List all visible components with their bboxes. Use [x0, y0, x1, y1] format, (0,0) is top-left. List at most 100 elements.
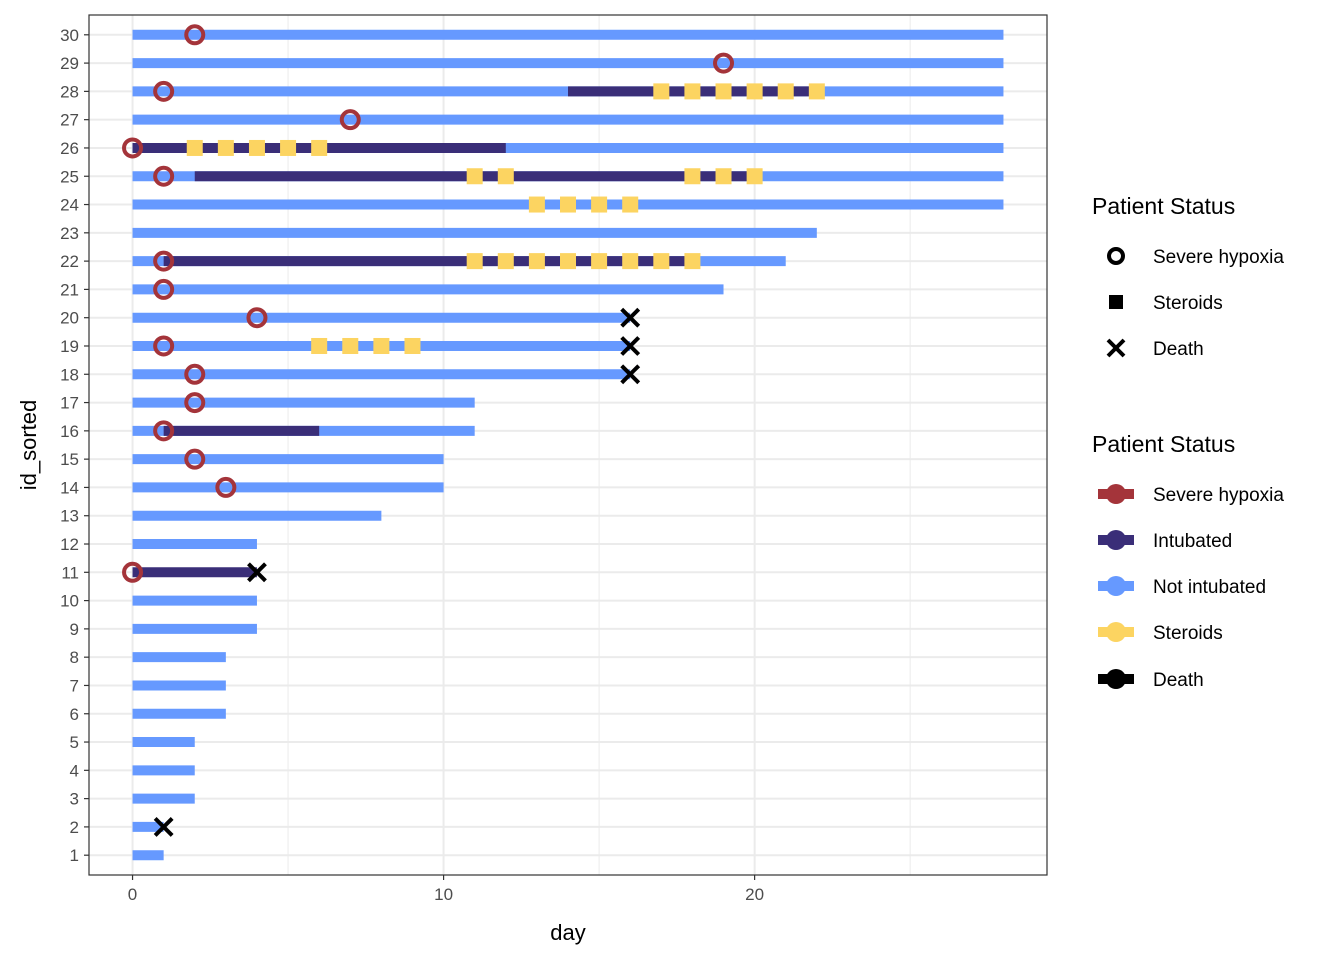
- legend-color-key: [1098, 576, 1134, 596]
- ring-icon: [1107, 247, 1125, 265]
- steroid-point: [528, 253, 545, 270]
- legend-color-dot: [1106, 530, 1126, 550]
- legend-color-dot: [1106, 622, 1126, 642]
- y-tick-label: 16: [60, 422, 79, 441]
- steroid-point: [653, 253, 670, 270]
- point-layer: [122, 24, 825, 837]
- y-tick-label: 17: [60, 394, 79, 413]
- severe-hypoxia-point: [339, 109, 361, 131]
- legend-color-dot: [1106, 669, 1126, 689]
- steroid-point: [560, 253, 576, 270]
- y-tick-label: 27: [60, 111, 79, 130]
- y-tick-label: 2: [70, 818, 79, 837]
- y-tick-label: 7: [70, 676, 79, 695]
- legend-color-key: [1098, 669, 1134, 689]
- steroid-point: [466, 168, 483, 185]
- x-axis-title: day: [550, 920, 585, 945]
- death-cross-stroke: [620, 364, 641, 385]
- severe-hypoxia-point: [713, 52, 735, 74]
- legend-color-key: [1098, 530, 1134, 550]
- cross-icon-stroke: [1106, 338, 1126, 358]
- steroid-point: [248, 139, 265, 156]
- axis-layer: 1234567891011121314151617181920212223242…: [60, 26, 764, 904]
- death-cross-stroke: [247, 562, 267, 583]
- legend-color-key: [1098, 622, 1134, 642]
- death-cross-stroke: [620, 336, 641, 356]
- y-tick-label: 15: [60, 450, 79, 469]
- legend-color-key: [1098, 484, 1134, 504]
- death-point: [247, 562, 267, 583]
- legend-shape-label: Death: [1153, 339, 1204, 360]
- steroid-point: [373, 337, 390, 354]
- steroid-point: [217, 139, 234, 156]
- steroid-point: [280, 139, 297, 156]
- steroid-point: [684, 83, 701, 100]
- y-tick-label: 22: [60, 252, 79, 271]
- steroid-point: [715, 83, 732, 100]
- steroid-point: [404, 337, 421, 354]
- steroid-point: [746, 83, 763, 100]
- y-tick-label: 1: [70, 846, 79, 865]
- legend-shapes-title: Patient Status: [1092, 193, 1235, 219]
- y-tick-label: 10: [60, 592, 79, 611]
- steroid-point: [715, 168, 732, 185]
- steroid-point: [497, 168, 514, 185]
- steroid-point: [808, 83, 825, 100]
- steroid-point: [591, 253, 608, 270]
- steroid-point: [684, 253, 701, 270]
- severe-hypoxia-point: [215, 476, 237, 498]
- y-tick-label: 30: [60, 26, 79, 45]
- y-tick-label: 28: [60, 82, 79, 101]
- x-tick-label: 0: [128, 885, 137, 904]
- severe-hypoxia-point: [153, 250, 175, 272]
- y-tick-label: 18: [60, 365, 79, 384]
- steroid-point: [311, 139, 328, 156]
- square-icon: [1109, 295, 1123, 309]
- y-tick-label: 6: [70, 705, 79, 724]
- steroid-point: [591, 196, 608, 213]
- y-axis-title: id_sorted: [16, 400, 41, 491]
- severe-hypoxia-point: [184, 392, 206, 414]
- legend-color-dot: [1106, 484, 1126, 504]
- steroid-point: [186, 139, 203, 156]
- steroid-point: [497, 253, 514, 270]
- y-tick-label: 5: [70, 733, 79, 752]
- death-point: [153, 816, 174, 837]
- death-point: [620, 307, 641, 328]
- y-tick-label: 24: [60, 196, 79, 215]
- y-tick-label: 23: [60, 224, 79, 243]
- severe-hypoxia-point: [153, 335, 175, 357]
- steroid-point: [528, 196, 545, 213]
- y-tick-label: 3: [70, 790, 79, 809]
- y-tick-label: 13: [60, 507, 79, 526]
- steroid-point: [622, 253, 639, 270]
- y-tick-label: 19: [60, 337, 79, 356]
- y-tick-label: 4: [70, 761, 79, 780]
- plot-panel: [89, 15, 1047, 875]
- y-tick-label: 21: [60, 280, 79, 299]
- steroid-point: [466, 253, 483, 270]
- death-point: [620, 364, 641, 385]
- steroid-point: [622, 196, 639, 213]
- plot-border: [88, 14, 1048, 876]
- severe-hypoxia-point: [153, 80, 175, 102]
- y-tick-label: 11: [61, 563, 79, 582]
- steroid-point: [777, 83, 794, 100]
- severe-hypoxia-point: [153, 278, 175, 300]
- death-cross-stroke: [620, 307, 641, 328]
- y-tick-label: 12: [60, 535, 79, 554]
- y-tick-label: 25: [60, 167, 79, 186]
- severe-hypoxia-point: [184, 448, 206, 470]
- legend-shape-label: Steroids: [1153, 293, 1223, 314]
- legend-color-dot: [1106, 576, 1126, 596]
- legend-color-label: Intubated: [1153, 531, 1232, 552]
- severe-hypoxia-point: [184, 24, 206, 46]
- steroid-point: [560, 196, 576, 213]
- y-tick-label: 26: [60, 139, 79, 158]
- y-tick-label: 29: [60, 54, 79, 73]
- legend-color-label: Steroids: [1153, 623, 1223, 644]
- x-tick-label: 10: [434, 885, 453, 904]
- severe-hypoxia-point: [246, 307, 268, 329]
- legend-shape-label: Severe hypoxia: [1153, 247, 1284, 268]
